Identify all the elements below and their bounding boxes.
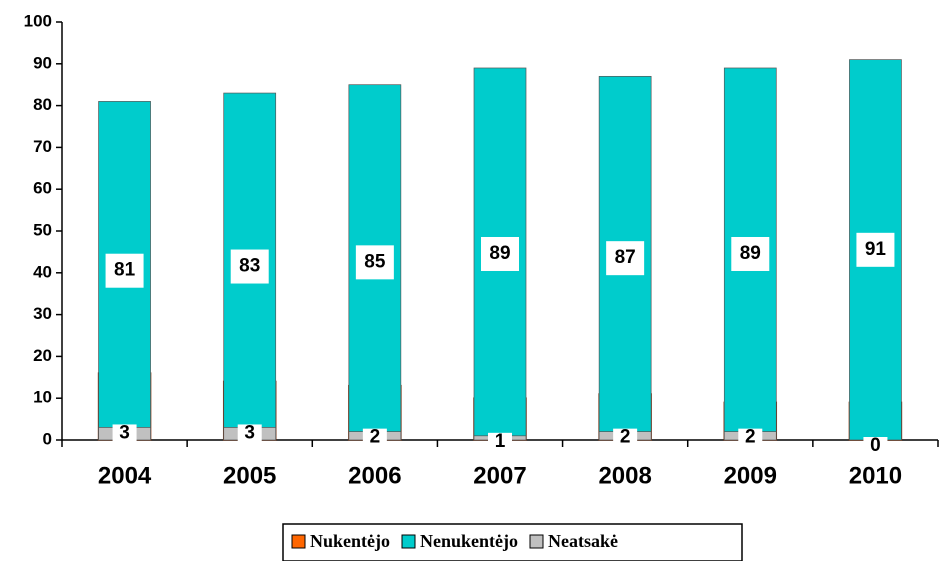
y-tick-label: 10 (33, 388, 52, 407)
data-label: 0 (870, 435, 881, 456)
data-label-box (731, 236, 770, 271)
data-label-box (112, 424, 137, 443)
data-label-box (863, 437, 888, 455)
data-label-box (481, 236, 519, 271)
data-label: 1 (495, 431, 506, 452)
x-tick-label: 2007 (473, 462, 526, 489)
data-label: 2 (620, 427, 631, 448)
legend-swatch (529, 534, 544, 549)
x-tick-label: 2005 (223, 462, 276, 489)
y-tick-label: 20 (33, 346, 52, 365)
data-label: 83 (239, 256, 260, 277)
data-label-box (362, 428, 387, 447)
y-tick-label: 60 (33, 179, 52, 198)
data-label: 3 (244, 422, 255, 443)
data-label-box (355, 245, 394, 280)
legend-swatch (401, 534, 416, 549)
x-tick-label: 2009 (724, 462, 777, 489)
data-label: 3 (119, 422, 130, 443)
y-tick-label: 100 (24, 11, 52, 30)
data-label-box (738, 428, 763, 447)
data-label-box (237, 424, 262, 443)
data-label: 85 (364, 251, 386, 272)
y-tick-label: 40 (33, 262, 52, 281)
x-tick-label: 2004 (98, 462, 152, 489)
data-label: 89 (740, 243, 761, 264)
legend-label: Nenukentėjo (420, 531, 518, 551)
y-tick-label: 0 (43, 429, 52, 448)
legend-label: Neatsakė (548, 531, 618, 551)
data-label-box (856, 232, 895, 267)
data-label-box (606, 241, 645, 276)
y-tick-label: 80 (33, 95, 52, 114)
data-label: 87 (615, 247, 636, 268)
data-label-box (105, 253, 144, 288)
data-label: 89 (489, 243, 510, 264)
x-tick-label: 2006 (348, 462, 401, 489)
x-tick-label: 2010 (849, 462, 902, 489)
data-label-box (488, 432, 512, 451)
y-tick-label: 30 (33, 304, 52, 323)
data-label-box (613, 428, 638, 447)
data-label-box (230, 249, 269, 284)
legend-swatch (291, 534, 306, 549)
data-label: 81 (114, 260, 136, 281)
legend-box (282, 523, 743, 562)
y-tick-label: 70 (33, 137, 52, 156)
y-tick-label: 50 (33, 220, 52, 239)
data-label: 2 (370, 427, 381, 448)
legend: Nukentėjo Nenukentėjo Neatsakė (282, 523, 743, 562)
data-label: 91 (865, 239, 887, 260)
x-tick-label: 2008 (598, 462, 651, 489)
data-label: 2 (745, 427, 756, 448)
y-tick-label: 90 (33, 53, 52, 72)
legend-label: Nukentėjo (310, 531, 390, 551)
